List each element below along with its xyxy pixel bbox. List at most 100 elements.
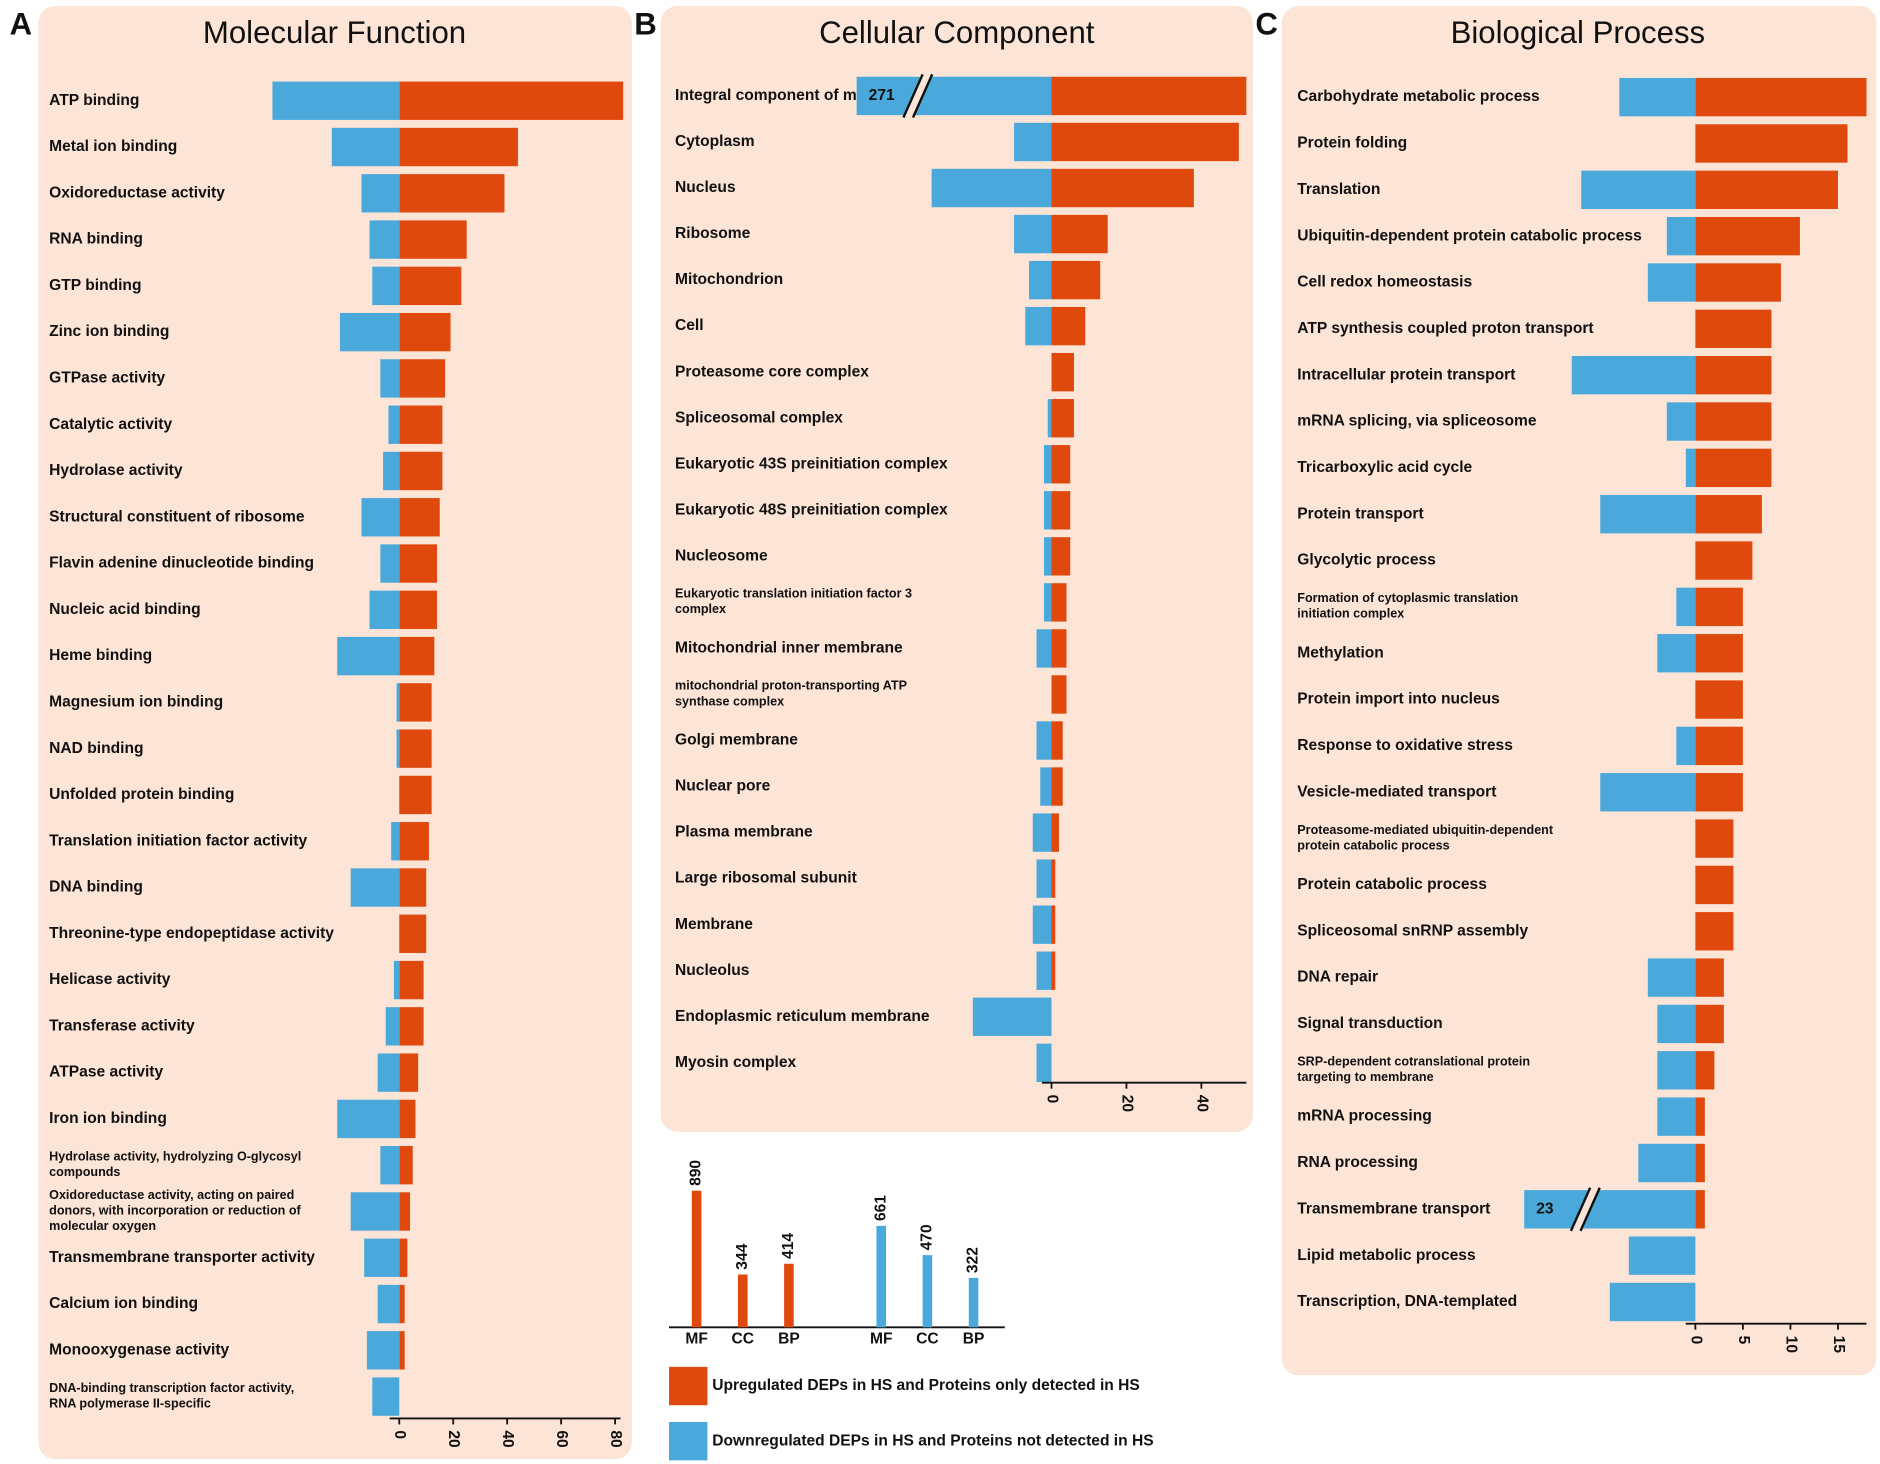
category-label: Nucleosome: [675, 547, 768, 564]
up-bar: [1695, 263, 1781, 302]
category-label: Signal transduction: [1297, 1015, 1442, 1032]
up-bar: [1051, 767, 1063, 806]
up-bar: [1695, 541, 1753, 580]
up-bar: [1695, 1190, 1705, 1229]
category-label: Myosin complex: [675, 1054, 797, 1071]
category-label: Zinc ion binding: [49, 323, 169, 340]
category-label: Vesicle-mediated transport: [1297, 783, 1496, 800]
down-bar: [1666, 402, 1696, 441]
category-label: GTPase activity: [49, 370, 165, 387]
up-bar: [1695, 216, 1800, 256]
down-bar: [1014, 214, 1052, 254]
category-label: mitochondrial proton-transporting ATP syn…: [675, 679, 907, 709]
down-bar: [1676, 587, 1696, 627]
up-bar: [1695, 958, 1724, 997]
up-bar: [399, 451, 443, 491]
category-label: Translation initiation factor activity: [49, 832, 307, 849]
bar: [784, 1263, 794, 1328]
category-label: Calcium ion binding: [49, 1295, 198, 1312]
panel-label: A: [10, 7, 33, 42]
category-label: Tricarboxylic acid cycle: [1297, 459, 1472, 476]
down-bar: [350, 1192, 400, 1231]
category-label: Protein folding: [1297, 135, 1407, 152]
category-label: SRP-dependent cotranslational protein tar…: [1297, 1055, 1530, 1085]
up-bar: [399, 960, 424, 1000]
axis-break: [911, 73, 934, 119]
category-label: Oxidoreductase activity, acting on paire…: [49, 1188, 301, 1233]
down-bar: [1619, 77, 1696, 117]
x-tick-label: 0: [1687, 1336, 1704, 1345]
up-bar: [1051, 951, 1056, 990]
down-bar: [393, 960, 400, 1000]
category-label: Nuclear pore: [675, 778, 771, 795]
down-bar: [1047, 399, 1052, 438]
data-label: 322: [965, 1247, 982, 1273]
panel-label: B: [634, 7, 657, 42]
x-tick-label: CC: [916, 1330, 939, 1347]
x-tick-label: 5: [1735, 1336, 1752, 1345]
data-label: 890: [688, 1160, 705, 1186]
category-label: Plasma membrane: [675, 824, 813, 841]
x-tick-label: 60: [553, 1430, 570, 1448]
down-bar: [380, 544, 400, 583]
down-bar: [383, 451, 400, 491]
category-label: Proteasome core complex: [675, 363, 869, 380]
down-bar: [385, 1007, 400, 1046]
up-bar: [399, 81, 624, 120]
legend-label: Downregulated DEPs in HS and Proteins no…: [712, 1432, 1153, 1449]
category-label: Protein catabolic process: [1297, 876, 1487, 893]
axis-break: [902, 73, 924, 119]
category-label: Oxidoreductase activity: [49, 184, 225, 201]
up-bar: [1051, 675, 1067, 714]
up-bar: [1051, 905, 1056, 944]
chart-title: Cellular Component: [819, 15, 1095, 50]
down-bar: [372, 266, 400, 306]
category-label: Eukaryotic translation initiation factor…: [675, 587, 912, 617]
data-label: 470: [919, 1224, 936, 1250]
down-bar: [1657, 634, 1696, 673]
up-bar: [1051, 445, 1071, 484]
down-bar: [1036, 951, 1052, 990]
category-label: Golgi membrane: [675, 732, 798, 749]
category-label: Unfolded protein binding: [49, 786, 234, 803]
down-bar: [1014, 122, 1052, 162]
down-bar: [1628, 1236, 1696, 1275]
up-bar: [1051, 491, 1071, 530]
down-bar: [361, 498, 400, 537]
up-bar: [399, 1192, 411, 1231]
category-label: Nucleus: [675, 179, 736, 196]
up-bar: [1695, 773, 1743, 812]
legend-swatch: [669, 1422, 708, 1461]
axis-break: [1579, 1187, 1601, 1232]
up-bar: [1051, 260, 1101, 300]
down-bar: [1609, 1282, 1696, 1322]
category-label: Hydrolase activity, hydrolyzing O-glycos…: [49, 1150, 301, 1180]
down-bar: [1657, 1004, 1696, 1044]
down-bar: [388, 405, 400, 444]
category-label: Response to oxidative stress: [1297, 737, 1513, 754]
up-bar: [1051, 537, 1071, 576]
category-label: Translation: [1297, 181, 1380, 198]
x-tick-label: BP: [963, 1330, 985, 1347]
category-label: Glycolytic process: [1297, 552, 1436, 569]
down-bar: [1044, 445, 1052, 484]
category-label: ATP synthesis coupled proton transport: [1297, 320, 1593, 337]
down-bar: [1600, 495, 1696, 534]
up-bar: [1051, 859, 1056, 898]
up-bar: [399, 405, 443, 444]
category-label: NAD binding: [49, 740, 143, 757]
up-bar: [1695, 356, 1772, 395]
up-bar: [399, 729, 432, 768]
bar: [737, 1274, 748, 1328]
axis-break: [1570, 1187, 1600, 1231]
up-bar: [1051, 399, 1074, 438]
down-bar: [339, 312, 400, 352]
chart-title: Biological Process: [1451, 15, 1706, 50]
category-label: Eukaryotic 48S preinitiation complex: [675, 501, 948, 518]
down-bar: [372, 1377, 400, 1416]
down-bar: [1685, 448, 1696, 488]
category-label: Eukaryotic 43S preinitiation complex: [675, 455, 948, 472]
category-label: Membrane: [675, 916, 753, 933]
category-label: Endoplasmic reticulum membrane: [675, 1008, 930, 1025]
panel-background: [660, 6, 1253, 1132]
